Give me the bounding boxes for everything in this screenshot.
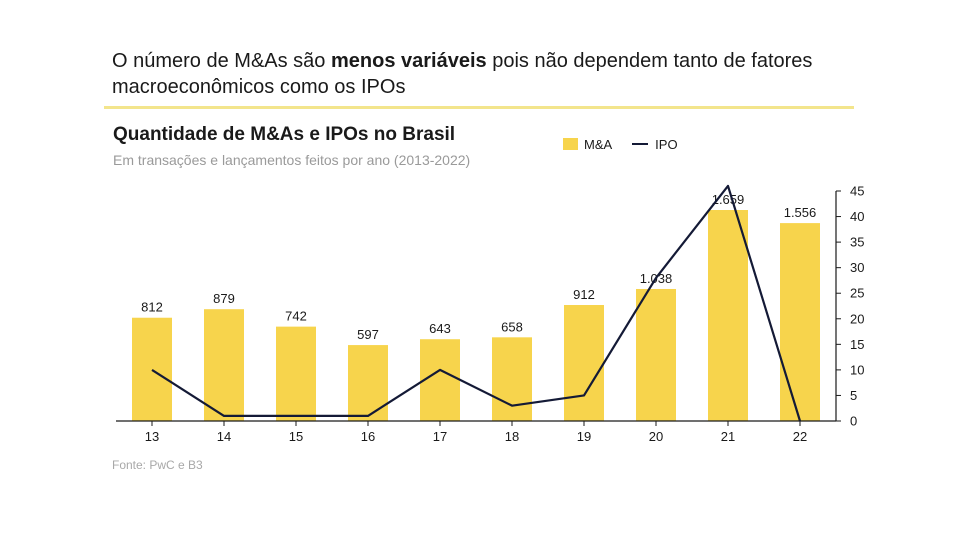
bar-ma-17 [420, 339, 460, 421]
x-tick-label-14: 14 [217, 429, 231, 444]
y-tick-label-20: 20 [850, 311, 864, 326]
chart-subtitle: Em transações e lançamentos feitos por a… [113, 152, 471, 168]
bar-ma-20 [636, 288, 676, 421]
bar-ma-13 [132, 317, 172, 421]
bar-label-18: 658 [501, 319, 523, 334]
ipo-line [151, 184, 802, 422]
bar-ma-16 [348, 345, 388, 421]
y-tick-label-5: 5 [850, 388, 857, 403]
headline: O número de M&As são menos variáveis poi… [112, 48, 872, 100]
x-tick-label-18: 18 [505, 429, 519, 444]
y-tick-label-30: 30 [850, 260, 864, 275]
x-tick-label-22: 22 [793, 429, 807, 444]
x-tick-label-20: 20 [649, 429, 663, 444]
y-tick-label-15: 15 [850, 337, 864, 352]
y-tick-label-35: 35 [850, 235, 864, 250]
y-tick-label-45: 45 [850, 184, 864, 199]
x-tick-label-16: 16 [361, 429, 375, 444]
bar-label-16: 597 [357, 327, 379, 342]
y-tick-label-40: 40 [850, 209, 864, 224]
bar-label-14: 879 [213, 291, 235, 306]
legend-swatch-bar [563, 138, 578, 150]
headline-divider [104, 106, 854, 109]
legend-label-ma: M&A [584, 136, 613, 152]
bar-ma-21 [708, 210, 748, 421]
bar-label-13: 812 [141, 300, 163, 315]
legend: M&A IPO [563, 135, 698, 153]
legend-item-ma: M&A [563, 137, 612, 152]
headline-bold: menos variáveis [330, 50, 487, 72]
bar-label-17: 643 [429, 321, 451, 336]
legend-label-ipo: IPO [655, 136, 678, 152]
bar-ma-19 [564, 305, 604, 421]
headline-part1: O número de M&As são [112, 50, 331, 72]
x-tick-label-17: 17 [433, 429, 447, 444]
y-tick-label-25: 25 [850, 286, 864, 301]
bar-ma-15 [276, 326, 316, 421]
x-tick-label-21: 21 [721, 429, 735, 444]
bar-label-19: 912 [573, 287, 595, 302]
x-tick-label-13: 13 [145, 429, 159, 444]
headline-part2: pois não dependem tanto de fatores macro… [112, 50, 813, 98]
bar-ma-22 [780, 223, 820, 421]
bar-label-15: 742 [285, 309, 307, 324]
y-tick-label-10: 10 [850, 362, 864, 377]
legend-item-ipo: IPO [632, 136, 678, 152]
bar-label-22: 1.556 [784, 205, 817, 220]
y-tick-label-0: 0 [850, 414, 857, 429]
bar-ma-14 [204, 309, 244, 421]
x-tick-label-19: 19 [577, 429, 591, 444]
chart-title: Quantidade de M&As e IPOs no Brasil [113, 124, 456, 145]
source-note: Fonte: PwC e B3 [112, 458, 203, 472]
legend-swatch-line [632, 143, 649, 145]
x-tick-label-15: 15 [289, 429, 303, 444]
bar-ma-18 [492, 337, 532, 421]
